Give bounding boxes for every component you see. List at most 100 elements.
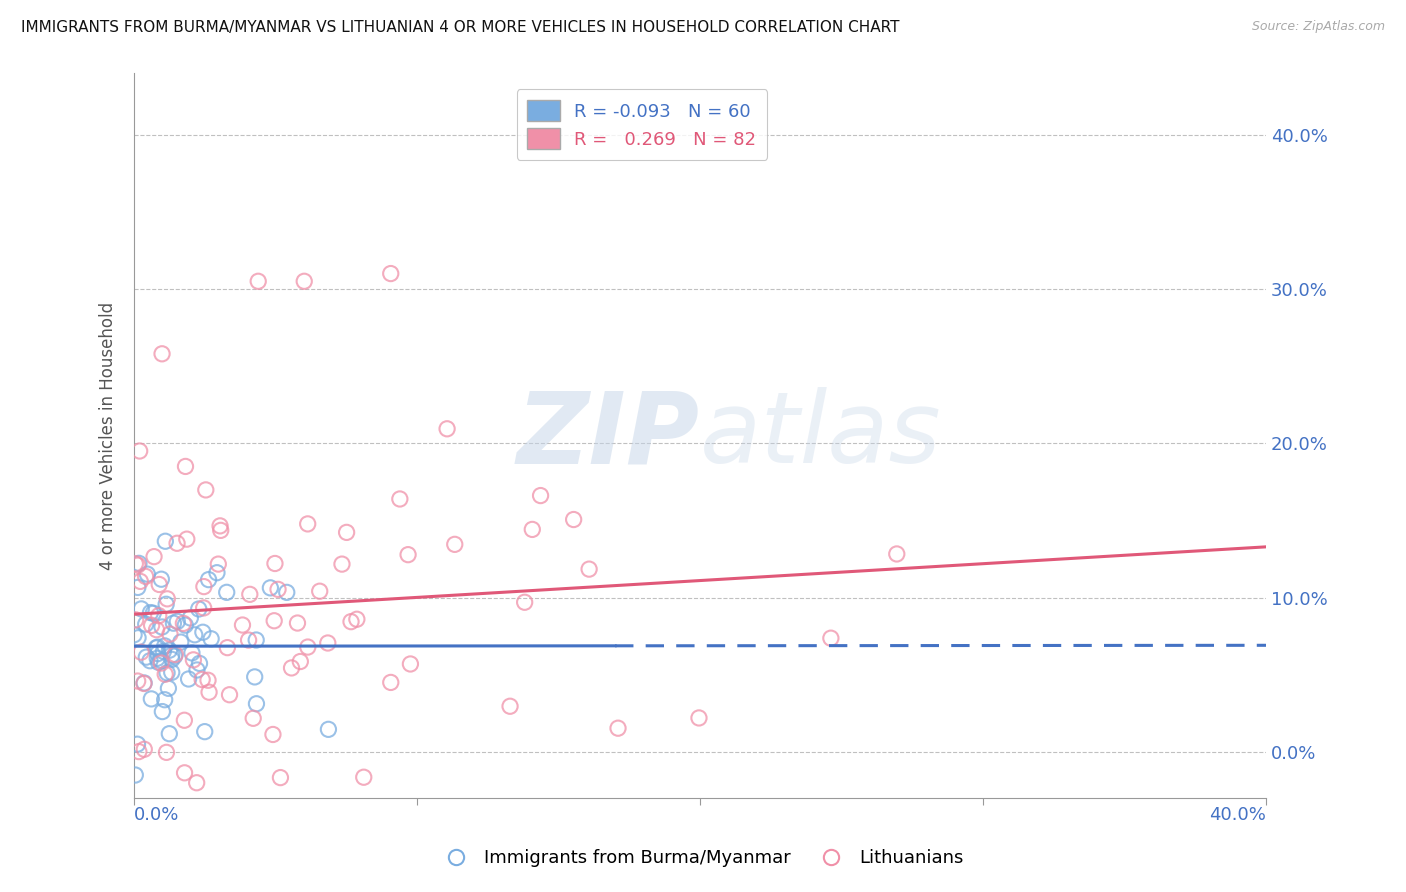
Point: [155, 597, 177, 611]
Point: [276, 585, 298, 599]
Point: [207, 557, 229, 571]
Point: [131, 602, 153, 616]
Point: [193, 601, 215, 615]
Point: [134, 742, 156, 756]
Point: [162, 616, 184, 631]
Point: [318, 723, 340, 737]
Point: [380, 267, 402, 281]
Point: [124, 557, 146, 571]
Point: [346, 612, 368, 626]
Point: [205, 566, 228, 580]
Point: [259, 581, 281, 595]
Point: [245, 697, 267, 711]
Point: [174, 459, 197, 474]
Point: [267, 582, 290, 597]
Point: [146, 640, 169, 654]
Point: [562, 512, 585, 526]
Point: [388, 491, 411, 506]
Point: [218, 688, 240, 702]
Point: [215, 585, 238, 599]
Point: [139, 606, 162, 620]
Point: [340, 615, 363, 629]
Point: [139, 654, 162, 668]
Point: [124, 768, 146, 782]
Text: IMMIGRANTS FROM BURMA/MYANMAR VS LITHUANIAN 4 OR MORE VEHICLES IN HOUSEHOLD CORR: IMMIGRANTS FROM BURMA/MYANMAR VS LITHUAN…: [21, 20, 900, 35]
Point: [177, 672, 200, 686]
Point: [529, 489, 551, 503]
Point: [191, 673, 214, 687]
Point: [179, 611, 201, 625]
Point: [160, 652, 183, 666]
Point: [128, 745, 150, 759]
Point: [160, 665, 183, 680]
Point: [263, 614, 285, 628]
Point: [173, 713, 195, 727]
Text: atlas: atlas: [700, 387, 942, 484]
Point: [172, 616, 194, 631]
Point: [127, 631, 149, 645]
Point: [176, 532, 198, 546]
Point: [160, 648, 183, 662]
Point: [499, 699, 522, 714]
Point: [127, 674, 149, 689]
Point: [145, 623, 167, 637]
Point: [146, 647, 169, 661]
Point: [336, 525, 359, 540]
Point: [188, 657, 211, 671]
Point: [186, 776, 208, 790]
Point: [128, 444, 150, 458]
Point: [148, 577, 170, 591]
Text: ZIP: ZIP: [517, 387, 700, 484]
Point: [380, 675, 402, 690]
Point: [157, 727, 180, 741]
Point: [155, 745, 177, 759]
Point: [197, 673, 219, 688]
Point: [146, 651, 169, 665]
Point: [269, 771, 291, 785]
Y-axis label: 4 or more Vehicles in Household: 4 or more Vehicles in Household: [100, 301, 117, 570]
Point: [166, 615, 188, 629]
Point: [297, 640, 319, 654]
Point: [141, 692, 163, 706]
Point: [231, 618, 253, 632]
Point: [142, 606, 165, 620]
Point: [183, 653, 205, 667]
Legend: Immigrants from Burma/Myanmar, Lithuanians: Immigrants from Burma/Myanmar, Lithuania…: [434, 842, 972, 874]
Point: [436, 422, 458, 436]
Point: [522, 523, 544, 537]
Point: [217, 640, 239, 655]
Point: [280, 661, 302, 675]
Point: [141, 618, 163, 632]
Point: [150, 654, 173, 668]
Point: [820, 631, 842, 645]
Point: [308, 584, 330, 599]
Point: [353, 770, 375, 784]
Point: [136, 567, 159, 582]
Point: [166, 536, 188, 550]
Point: [242, 711, 264, 725]
Point: [150, 620, 173, 634]
Point: [578, 562, 600, 576]
Point: [200, 632, 222, 646]
Point: [135, 650, 157, 665]
Point: [193, 580, 215, 594]
Text: 0.0%: 0.0%: [134, 805, 180, 824]
Point: [155, 534, 177, 549]
Legend: R = -0.093   N = 60, R =   0.269   N = 82: R = -0.093 N = 60, R = 0.269 N = 82: [516, 89, 768, 160]
Point: [135, 569, 157, 583]
Point: [150, 656, 173, 670]
Point: [159, 643, 181, 657]
Point: [209, 519, 232, 533]
Point: [153, 639, 176, 653]
Point: [316, 636, 339, 650]
Point: [153, 667, 176, 681]
Point: [148, 656, 170, 670]
Point: [191, 625, 214, 640]
Point: [143, 549, 166, 564]
Point: [396, 548, 419, 562]
Point: [132, 676, 155, 690]
Point: [239, 587, 262, 601]
Point: [127, 558, 149, 573]
Point: [134, 676, 156, 690]
Point: [297, 516, 319, 531]
